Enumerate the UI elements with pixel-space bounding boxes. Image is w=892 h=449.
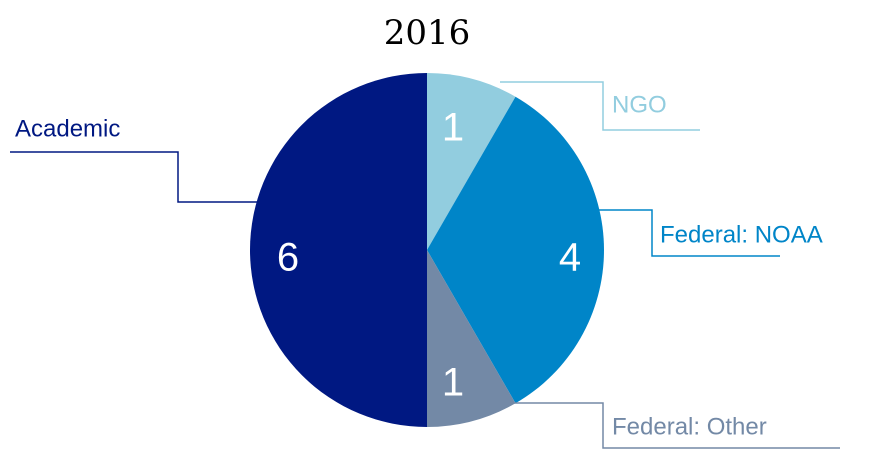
data-label: 1 [442,361,464,405]
leader-line [597,209,780,257]
pie-slice [250,73,427,427]
leader-line [10,151,257,203]
category-label: Federal: NOAA [660,221,823,248]
category-label: Academic [15,115,120,142]
data-label: 4 [559,236,581,280]
leader-line [512,402,840,449]
leader-line [500,81,700,131]
category-label: Federal: Other [612,413,767,440]
data-label: 1 [442,106,464,150]
chart-title: 2016 [384,13,471,53]
pie-slice [427,250,516,427]
pie-slice [427,73,516,250]
category-label: NGO [612,91,667,118]
data-label: 6 [277,236,299,280]
